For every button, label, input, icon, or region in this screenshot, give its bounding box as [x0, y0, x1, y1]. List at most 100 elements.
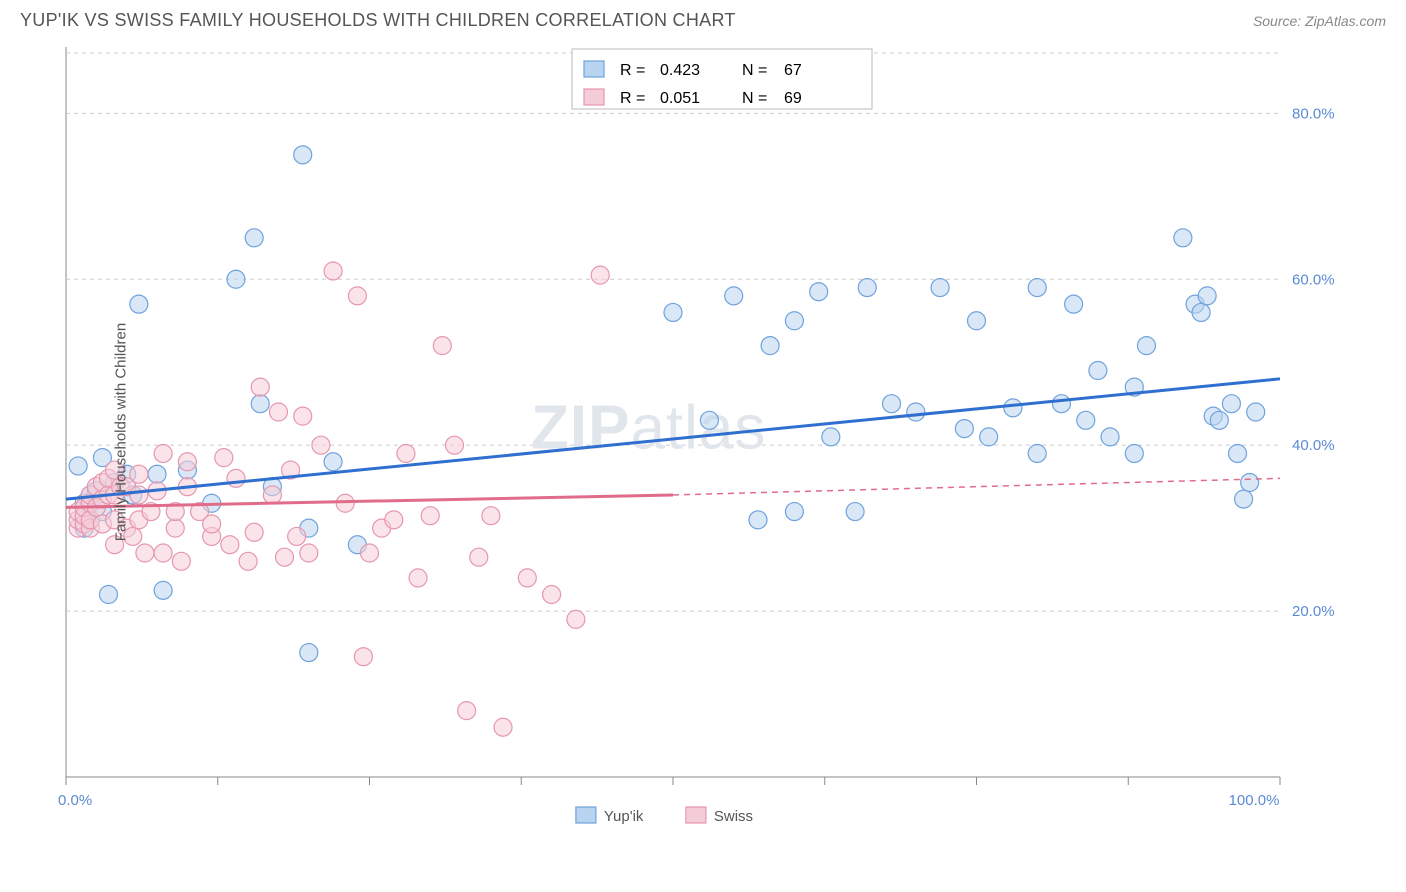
data-point	[761, 337, 779, 355]
data-point	[567, 610, 585, 628]
data-point	[1052, 395, 1070, 413]
legend-swatch	[584, 89, 604, 105]
data-point	[361, 544, 379, 562]
y-tick-label: 80.0%	[1292, 105, 1335, 122]
data-point	[591, 266, 609, 284]
data-point	[154, 581, 172, 599]
data-point	[385, 511, 403, 529]
data-point	[294, 146, 312, 164]
trend-line-extrapolated	[673, 478, 1280, 495]
data-point	[725, 287, 743, 305]
legend-r-label: R =	[620, 62, 645, 79]
data-point	[154, 544, 172, 562]
data-point	[324, 262, 342, 280]
data-point	[269, 403, 287, 421]
data-point	[858, 279, 876, 297]
data-point	[1198, 287, 1216, 305]
data-point	[69, 457, 87, 475]
data-point	[251, 395, 269, 413]
chart-container: Family Households with Children 20.0% 40.…	[20, 37, 1386, 827]
data-point	[1137, 337, 1155, 355]
data-point	[324, 453, 342, 471]
data-point	[148, 465, 166, 483]
data-point	[348, 287, 366, 305]
data-point	[785, 312, 803, 330]
y-tick-label: 40.0%	[1292, 437, 1335, 454]
data-point	[245, 523, 263, 541]
source-attribution: Source: ZipAtlas.com	[1253, 13, 1386, 29]
data-point	[312, 436, 330, 454]
legend-n-label: N =	[742, 62, 767, 79]
legend-series-label: Yup'ik	[604, 808, 644, 825]
y-axis-label: Family Households with Children	[113, 323, 130, 541]
data-point	[1077, 411, 1095, 429]
data-point	[1229, 444, 1247, 462]
data-point	[822, 428, 840, 446]
data-point	[172, 552, 190, 570]
data-point	[931, 279, 949, 297]
data-point	[433, 337, 451, 355]
data-point	[409, 569, 427, 587]
legend-n-value: 67	[784, 62, 802, 79]
data-point	[1065, 295, 1083, 313]
data-point	[239, 552, 257, 570]
data-point	[276, 548, 294, 566]
data-point	[494, 718, 512, 736]
data-point	[1192, 303, 1210, 321]
data-point	[130, 465, 148, 483]
data-point	[1028, 279, 1046, 297]
data-point	[1235, 490, 1253, 508]
legend-r-value: 0.051	[660, 90, 700, 107]
data-point	[397, 444, 415, 462]
legend-series-label: Swiss	[714, 808, 753, 825]
data-point	[980, 428, 998, 446]
legend-n-value: 69	[784, 90, 802, 107]
data-point	[300, 544, 318, 562]
data-point	[288, 527, 306, 545]
data-point	[846, 503, 864, 521]
data-point	[543, 586, 561, 604]
data-point	[130, 295, 148, 313]
legend-swatch	[686, 807, 706, 823]
x-tick-label: 0.0%	[58, 792, 92, 809]
data-point	[221, 536, 239, 554]
data-point	[749, 511, 767, 529]
data-point	[1210, 411, 1228, 429]
data-point	[251, 378, 269, 396]
data-point	[518, 569, 536, 587]
data-point	[810, 283, 828, 301]
data-point	[354, 648, 372, 666]
data-point	[907, 403, 925, 421]
data-point	[166, 519, 184, 537]
x-tick-label: 100.0%	[1229, 792, 1280, 809]
data-point	[445, 436, 463, 454]
data-point	[300, 644, 318, 662]
data-point	[1241, 474, 1259, 492]
data-point	[1174, 229, 1192, 247]
data-point	[245, 229, 263, 247]
data-point	[1028, 444, 1046, 462]
legend-n-label: N =	[742, 90, 767, 107]
data-point	[99, 586, 117, 604]
data-point	[785, 503, 803, 521]
data-point	[227, 469, 245, 487]
legend-stats-box	[572, 49, 872, 109]
data-point	[883, 395, 901, 413]
data-point	[1222, 395, 1240, 413]
data-point	[458, 702, 476, 720]
data-point	[136, 544, 154, 562]
data-point	[421, 507, 439, 525]
data-point	[700, 411, 718, 429]
data-point	[203, 515, 221, 533]
data-point	[178, 453, 196, 471]
chart-title: YUP'IK VS SWISS FAMILY HOUSEHOLDS WITH C…	[20, 10, 736, 31]
data-point	[1247, 403, 1265, 421]
data-point	[470, 548, 488, 566]
scatter-chart: 20.0%40.0%60.0%80.0%0.0%100.0%ZIPatlasR …	[20, 37, 1340, 827]
y-tick-label: 60.0%	[1292, 271, 1335, 288]
data-point	[294, 407, 312, 425]
y-tick-label: 20.0%	[1292, 603, 1335, 620]
legend-r-label: R =	[620, 90, 645, 107]
data-point	[1089, 362, 1107, 380]
data-point	[1101, 428, 1119, 446]
